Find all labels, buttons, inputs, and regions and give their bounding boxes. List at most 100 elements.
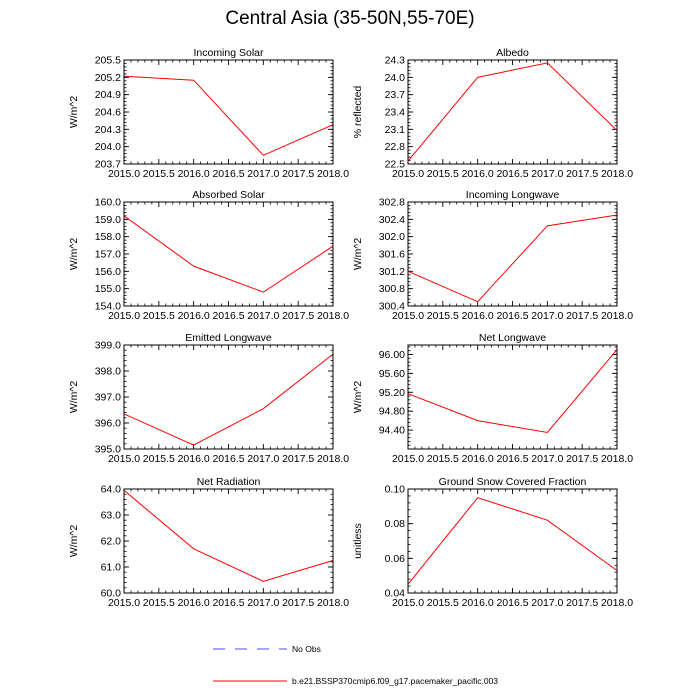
- y-tick-label: 60.0: [101, 588, 122, 600]
- y-tick-label: 302.4: [379, 214, 405, 226]
- y-tick-label: 397.0: [95, 392, 121, 404]
- series-line: [123, 215, 334, 293]
- x-tick-label: 2015.0: [392, 310, 424, 322]
- x-tick-label: 2017.0: [531, 310, 563, 322]
- x-tick-label: 2017.0: [531, 453, 563, 465]
- y-tick-label: 205.5: [95, 55, 121, 67]
- y-tick-label: 302.8: [379, 197, 405, 209]
- y-tick-label: 156.0: [95, 266, 121, 278]
- x-tick-label: 2016.0: [178, 310, 210, 322]
- x-tick-label: 2015.5: [427, 597, 459, 609]
- x-tick-label: 2015.0: [392, 597, 424, 609]
- y-axis-label: W/m^2: [352, 238, 364, 271]
- x-tick-label: 2016.0: [178, 453, 210, 465]
- x-tick-label: 2015.5: [427, 453, 459, 465]
- y-tick-label: 159.0: [95, 214, 121, 226]
- y-tick-label: 62.0: [101, 536, 122, 548]
- series-line: [407, 62, 618, 162]
- y-tick-label: 23.7: [385, 89, 406, 101]
- x-tick-label: 2016.0: [462, 310, 494, 322]
- y-tick-label: 205.2: [95, 72, 121, 84]
- y-tick-label: 22.5: [385, 159, 406, 171]
- x-tick-label: 2015.5: [143, 597, 175, 609]
- panel-albedo: Albedo % reflected 2015.0 2015.5 2016.0 2016.…: [352, 47, 633, 180]
- legend: No Obs b.e21.BSSP370cmip6.f09_g17.pacemak…: [213, 644, 498, 686]
- legend-label: b.e21.BSSP370cmip6.f09_g17.pacemaker_pac…: [292, 676, 498, 686]
- x-tick-label: 2018.0: [601, 310, 633, 322]
- x-tick-label: 2015.0: [108, 168, 140, 180]
- x-tick-label: 2017.0: [247, 310, 279, 322]
- plot-frame: [123, 201, 334, 307]
- y-axis-label: W/m^2: [68, 381, 80, 414]
- y-tick-label: 95.60: [379, 368, 405, 380]
- x-tick-label: 2016.5: [496, 310, 528, 322]
- panel-title: Incoming Longwave: [466, 189, 560, 201]
- series-line: [123, 489, 334, 582]
- x-tick-label: 2015.5: [427, 168, 459, 180]
- y-tick-label: 0.06: [385, 553, 406, 565]
- y-tick-label: 63.0: [101, 510, 122, 522]
- y-tick-label: 398.0: [95, 366, 121, 378]
- y-tick-label: 300.8: [379, 283, 405, 295]
- x-tick-label: 2017.5: [566, 168, 598, 180]
- y-tick-label: 0.04: [385, 588, 406, 600]
- x-tick-label: 2017.0: [247, 597, 279, 609]
- x-tick-label: 2017.0: [531, 168, 563, 180]
- x-tick-label: 2016.5: [212, 597, 244, 609]
- y-tick-label: 204.6: [95, 107, 121, 119]
- x-tick-label: 2017.5: [282, 310, 314, 322]
- x-tick-label: 2015.5: [427, 310, 459, 322]
- x-tick-label: 2015.5: [143, 453, 175, 465]
- x-tick-label: 2016.5: [496, 453, 528, 465]
- y-tick-label: 0.10: [385, 484, 406, 496]
- y-tick-label: 155.0: [95, 283, 121, 295]
- y-tick-label: 23.4: [385, 107, 406, 119]
- panel-net-radiation: Net Radiation W/m^2 2015.0 2015.5 2016.0 2016…: [68, 476, 349, 609]
- y-axis-label: W/m^2: [68, 525, 80, 558]
- y-tick-label: 95.20: [379, 387, 405, 399]
- panel-title: Ground Snow Covered Fraction: [439, 476, 587, 488]
- x-tick-label: 2017.5: [282, 453, 314, 465]
- panel-incoming-longwave: Incoming Longwave W/m^2 2015.0 2015.5 2016.0…: [352, 189, 633, 322]
- x-tick-label: 2017.5: [566, 310, 598, 322]
- y-tick-label: 160.0: [95, 197, 121, 209]
- y-tick-label: 61.0: [101, 562, 122, 574]
- y-tick-label: 0.08: [385, 518, 406, 530]
- x-tick-label: 2017.5: [282, 168, 314, 180]
- y-tick-label: 158.0: [95, 231, 121, 243]
- plot-frame: [407, 59, 618, 165]
- x-tick-label: 2016.0: [178, 168, 210, 180]
- y-tick-label: 204.3: [95, 124, 121, 136]
- x-tick-label: 2016.0: [462, 597, 494, 609]
- figure-title: Central Asia (35-50N,55-70E): [225, 8, 475, 29]
- y-axis-label: unitless: [352, 523, 364, 559]
- plot-frame: [407, 201, 618, 307]
- x-tick-label: 2015.0: [108, 453, 140, 465]
- y-tick-label: 154.0: [95, 301, 121, 313]
- x-tick-label: 2017.5: [566, 597, 598, 609]
- x-tick-label: 2018.0: [601, 453, 633, 465]
- x-tick-label: 2016.0: [462, 168, 494, 180]
- y-tick-label: 22.8: [385, 141, 406, 153]
- series-line: [123, 353, 334, 446]
- panel-title: Absorbed Solar: [192, 189, 265, 201]
- plot-frame: [407, 344, 618, 450]
- y-tick-label: 24.3: [385, 55, 406, 67]
- x-tick-label: 2016.5: [212, 168, 244, 180]
- y-tick-label: 23.1: [385, 124, 406, 136]
- panel-title: Albedo: [496, 47, 529, 59]
- x-tick-label: 2015.0: [108, 310, 140, 322]
- y-tick-label: 94.40: [379, 425, 405, 437]
- legend-label: No Obs: [292, 644, 321, 654]
- x-tick-label: 2018.0: [601, 597, 633, 609]
- x-tick-label: 2015.5: [143, 310, 175, 322]
- plot-frame: [123, 344, 334, 450]
- y-tick-label: 302.0: [379, 231, 405, 243]
- x-tick-label: 2016.5: [496, 168, 528, 180]
- plot-frame: [123, 488, 334, 594]
- x-tick-label: 2015.0: [392, 168, 424, 180]
- y-axis-label: % reflected: [352, 86, 364, 139]
- y-tick-label: 301.6: [379, 249, 405, 261]
- x-tick-label: 2017.5: [282, 597, 314, 609]
